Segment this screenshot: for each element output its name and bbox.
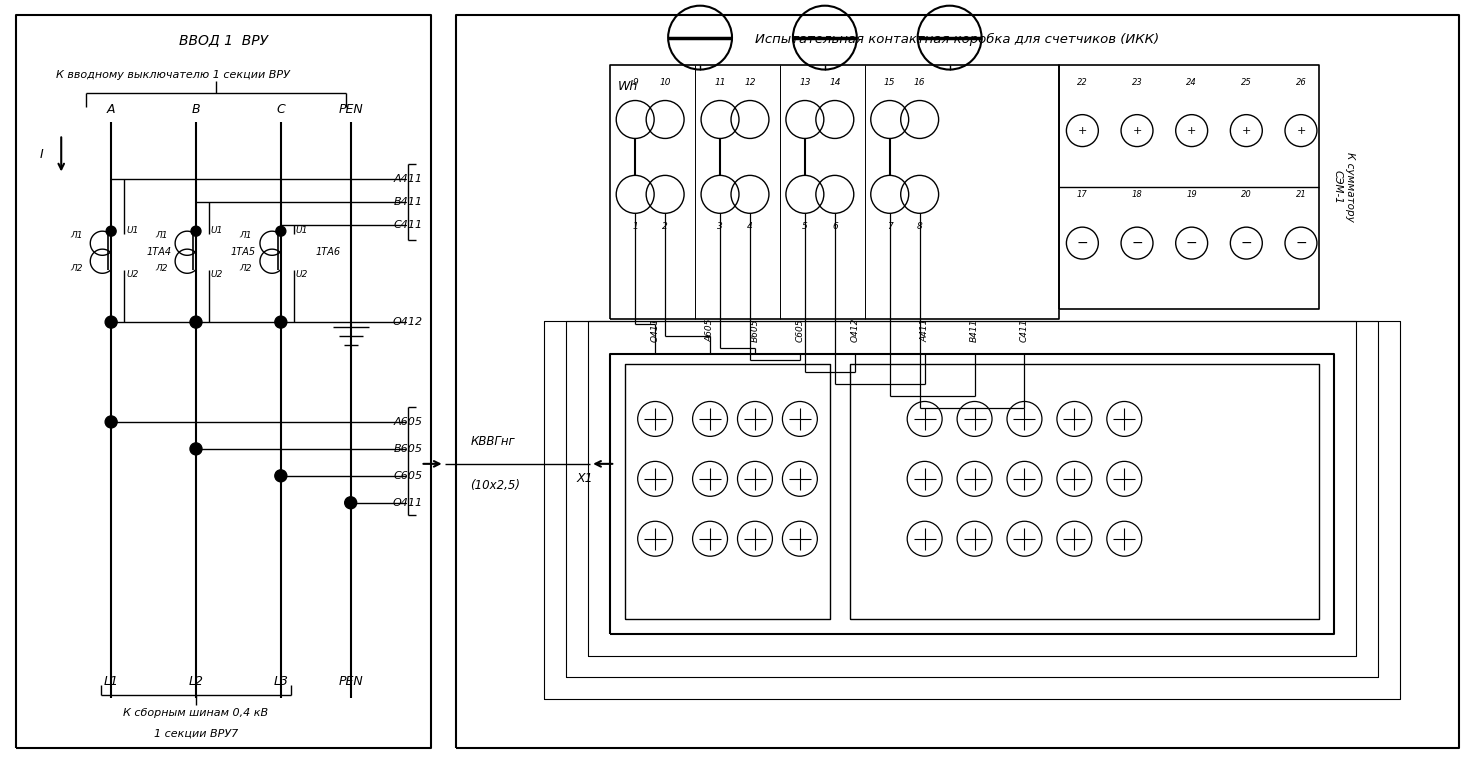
- Text: −: −: [1186, 236, 1198, 250]
- Text: О412: О412: [850, 318, 859, 342]
- Text: О412: О412: [392, 317, 423, 327]
- Text: I: I: [40, 148, 43, 161]
- Text: А605: А605: [706, 319, 714, 342]
- Text: 20: 20: [1240, 190, 1252, 199]
- Text: +: +: [1242, 125, 1251, 135]
- Text: 1ТА6: 1ТА6: [315, 248, 340, 257]
- Text: −: −: [1077, 236, 1089, 250]
- Text: U2: U2: [127, 270, 138, 279]
- Text: Л1: Л1: [155, 231, 168, 240]
- Text: К сборным шинам 0,4 кВ: К сборным шинам 0,4 кВ: [124, 708, 268, 718]
- Text: X1: X1: [577, 472, 594, 485]
- Text: 7: 7: [887, 222, 893, 231]
- Text: 24: 24: [1186, 78, 1198, 87]
- Text: U2: U2: [296, 270, 308, 279]
- Text: ВВОД 1  ВРУ: ВВОД 1 ВРУ: [178, 33, 268, 47]
- Text: −: −: [1295, 236, 1307, 250]
- Text: 17: 17: [1077, 190, 1087, 199]
- Text: Л2: Л2: [240, 264, 252, 274]
- Text: +: +: [1296, 125, 1305, 135]
- Text: L2: L2: [189, 675, 203, 688]
- Text: L1: L1: [103, 675, 119, 688]
- Text: 8: 8: [916, 222, 922, 231]
- Text: 9: 9: [632, 78, 638, 87]
- Text: 1ТА5: 1ТА5: [231, 248, 256, 257]
- Text: А605: А605: [393, 417, 423, 427]
- Text: В411: В411: [393, 197, 423, 207]
- Text: 2: 2: [663, 222, 667, 231]
- Text: (10х2,5): (10х2,5): [470, 479, 520, 492]
- Text: 19: 19: [1186, 190, 1198, 199]
- Text: 5: 5: [801, 222, 807, 231]
- Text: 11: 11: [714, 78, 726, 87]
- Text: −: −: [1131, 236, 1143, 250]
- Text: C: C: [277, 103, 286, 116]
- Text: +: +: [1187, 125, 1196, 135]
- Circle shape: [275, 226, 286, 236]
- Text: 15: 15: [884, 78, 896, 87]
- Text: 26: 26: [1296, 78, 1307, 87]
- Circle shape: [275, 470, 287, 482]
- Text: О411: О411: [392, 498, 423, 508]
- Text: 1 секции ВРУ7: 1 секции ВРУ7: [153, 728, 239, 738]
- Text: U1: U1: [296, 226, 308, 235]
- Text: 22: 22: [1077, 78, 1087, 87]
- Circle shape: [106, 226, 116, 236]
- Text: Испытательная контактная коробка для счетчиков (ИКК): Испытательная контактная коробка для сче…: [756, 33, 1159, 46]
- Circle shape: [190, 443, 202, 455]
- Text: В605: В605: [750, 319, 760, 342]
- Text: L3: L3: [274, 675, 289, 688]
- Text: 18: 18: [1131, 190, 1143, 199]
- Text: Л2: Л2: [69, 264, 82, 274]
- Text: A: A: [108, 103, 115, 116]
- Text: 1ТА4: 1ТА4: [146, 248, 171, 257]
- Text: 1: 1: [632, 222, 638, 231]
- Text: 14: 14: [829, 78, 841, 87]
- Text: В411: В411: [971, 319, 980, 342]
- Text: B: B: [191, 103, 200, 116]
- Text: А411: А411: [393, 174, 423, 184]
- Text: Wh: Wh: [619, 80, 638, 93]
- Text: К сумматору
СЭМ-1: К сумматору СЭМ-1: [1332, 152, 1355, 222]
- Text: Л2: Л2: [155, 264, 168, 274]
- Text: 13: 13: [800, 78, 810, 87]
- Text: С605: С605: [393, 471, 423, 481]
- Circle shape: [191, 226, 200, 236]
- Text: К вводному выключателю 1 секции ВРУ: К вводному выключателю 1 секции ВРУ: [56, 70, 290, 79]
- Text: U2: U2: [211, 270, 224, 279]
- Text: Л1: Л1: [69, 231, 82, 240]
- Text: +: +: [1133, 125, 1142, 135]
- Text: 10: 10: [660, 78, 670, 87]
- Text: U1: U1: [127, 226, 138, 235]
- Text: PEN: PEN: [339, 675, 362, 688]
- Text: 6: 6: [832, 222, 838, 231]
- Circle shape: [345, 497, 356, 509]
- Text: 3: 3: [717, 222, 723, 231]
- Text: U1: U1: [211, 226, 224, 235]
- Text: +: +: [1078, 125, 1087, 135]
- Text: 16: 16: [913, 78, 925, 87]
- Text: 12: 12: [744, 78, 756, 87]
- Text: О411: О411: [651, 318, 660, 342]
- Text: 4: 4: [747, 222, 753, 231]
- Text: PEN: PEN: [339, 103, 362, 116]
- Circle shape: [105, 416, 118, 428]
- Circle shape: [275, 316, 287, 328]
- Text: Л1: Л1: [240, 231, 252, 240]
- Text: КВВГнг: КВВГнг: [470, 435, 516, 448]
- Text: −: −: [1240, 236, 1252, 250]
- Circle shape: [105, 316, 118, 328]
- Text: 21: 21: [1296, 190, 1307, 199]
- Text: С411: С411: [393, 220, 423, 230]
- Circle shape: [190, 316, 202, 328]
- Text: 25: 25: [1240, 78, 1252, 87]
- Text: С411: С411: [1019, 319, 1030, 342]
- Text: В605: В605: [393, 444, 423, 454]
- Text: А411: А411: [921, 319, 929, 342]
- Text: 23: 23: [1131, 78, 1143, 87]
- Text: С605: С605: [795, 319, 804, 342]
